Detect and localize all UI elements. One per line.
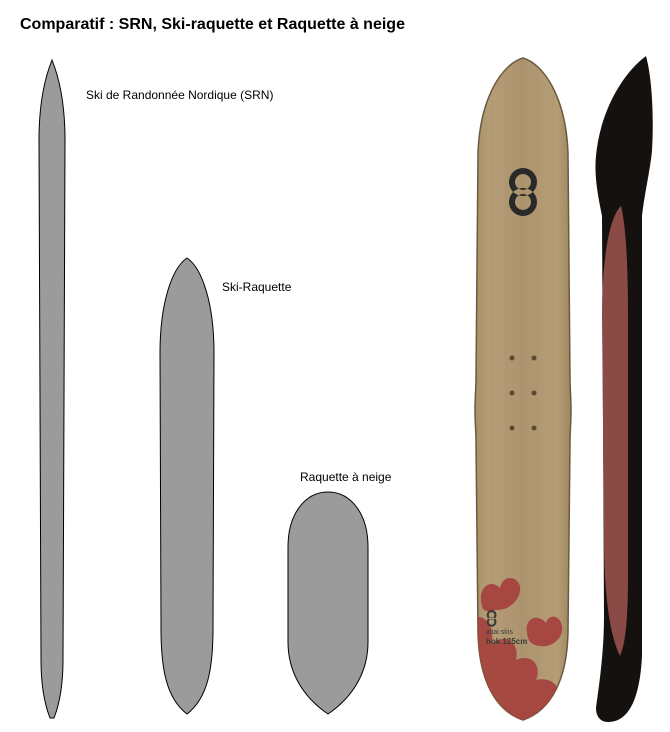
srn-path	[39, 60, 65, 718]
ski-brand-text: altai skis	[486, 629, 513, 636]
diagram-title: Comparatif : SRN, Ski-raquette et Raquet…	[20, 16, 405, 34]
comparison-diagram: Comparatif : SRN, Ski-raquette et Raquet…	[0, 0, 670, 732]
ski-model-text: hok 125cm	[486, 637, 527, 646]
snowshoe-label: Raquette à neige	[300, 470, 391, 484]
ski-raquette-silhouette	[158, 258, 216, 716]
srn-label: Ski de Randonnée Nordique (SRN)	[86, 88, 273, 102]
snowshoe-path	[288, 492, 368, 714]
ski-top-view: altai skis hok 125cm	[472, 58, 574, 722]
srn-silhouette	[35, 60, 69, 720]
ski-side-skin	[602, 206, 628, 656]
ski-side-view	[586, 56, 656, 724]
ski-raquette-path	[160, 258, 214, 714]
ski-raquette-label: Ski-Raquette	[222, 280, 291, 294]
snowshoe-silhouette	[285, 492, 371, 716]
